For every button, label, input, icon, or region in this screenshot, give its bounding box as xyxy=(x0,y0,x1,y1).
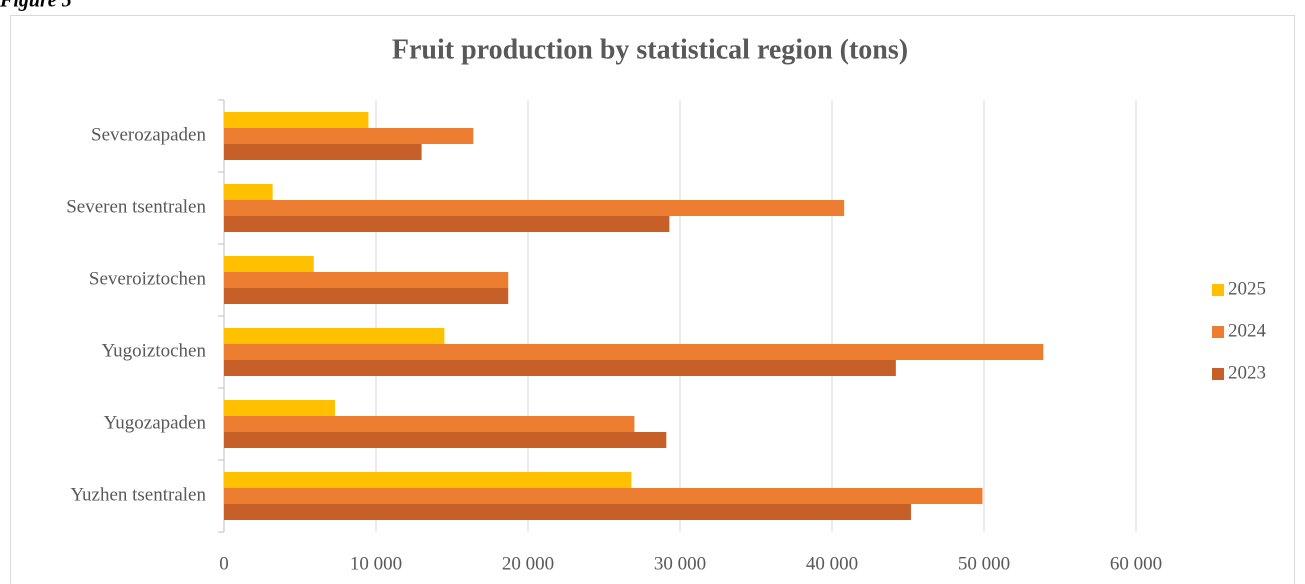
y-tick-label: Severozapaden xyxy=(91,124,206,145)
x-tick-label: 60 000 xyxy=(1110,553,1162,574)
bar xyxy=(224,184,273,200)
legend-swatch xyxy=(1212,284,1224,296)
chart-title: Fruit production by statistical region (… xyxy=(392,34,908,65)
x-tick-label: 40 000 xyxy=(806,553,858,574)
bar xyxy=(224,144,422,160)
bar xyxy=(224,328,445,344)
bar xyxy=(224,288,509,304)
legend-label: 2024 xyxy=(1228,320,1267,341)
bar xyxy=(224,344,1044,360)
bar xyxy=(224,400,335,416)
bar xyxy=(224,504,912,520)
bar xyxy=(224,432,667,448)
legend-swatch xyxy=(1212,368,1224,380)
bar xyxy=(224,272,509,288)
y-tick-label: Yuzhen tsentralen xyxy=(70,484,206,505)
bar xyxy=(224,112,369,128)
bar xyxy=(224,360,896,376)
bar xyxy=(224,416,635,432)
bar xyxy=(224,128,474,144)
x-tick-label: 30 000 xyxy=(654,553,706,574)
legend-swatch xyxy=(1212,326,1224,338)
x-tick-label: 0 xyxy=(219,553,229,574)
x-tick-label: 10 000 xyxy=(350,553,402,574)
figure-caption: Figure 5 xyxy=(0,0,72,12)
y-tick-label: Yugoiztochen xyxy=(102,340,207,361)
bar xyxy=(224,216,670,232)
legend-label: 2025 xyxy=(1228,278,1266,299)
chart-frame xyxy=(10,15,1295,584)
y-tick-label: Severoiztochen xyxy=(89,268,207,289)
bar xyxy=(224,472,632,488)
bar xyxy=(224,488,983,504)
bar xyxy=(224,256,314,272)
x-tick-label: 20 000 xyxy=(502,553,554,574)
x-tick-label: 50 000 xyxy=(958,553,1010,574)
y-tick-label: Severen tsentralen xyxy=(66,196,206,217)
legend-label: 2023 xyxy=(1228,362,1266,383)
y-tick-label: Yugozapaden xyxy=(104,412,207,433)
bar xyxy=(224,200,845,216)
